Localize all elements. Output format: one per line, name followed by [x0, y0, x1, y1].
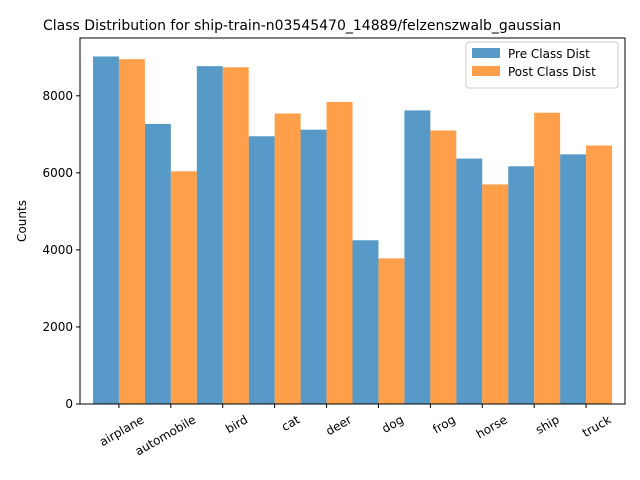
bar-pre-bird: [196, 66, 223, 405]
x-tick-label-ship: ship: [533, 412, 561, 437]
x-tick-label-deer: deer: [323, 412, 354, 438]
bar-pre-cat: [248, 136, 275, 405]
x-tick-label-cat: cat: [279, 412, 302, 434]
bar-pre-ship: [508, 166, 535, 404]
bar-pre-airplane: [92, 56, 119, 405]
plot-frame: [79, 37, 626, 405]
bar-post-frog: [430, 130, 457, 404]
bar-post-bird: [222, 67, 249, 404]
bar-post-airplane: [118, 59, 145, 404]
bar-post-automobile: [170, 171, 197, 404]
bar-pre-truck: [560, 154, 587, 404]
bar-post-truck: [586, 145, 613, 405]
bar-post-cat: [274, 113, 301, 404]
legend-swatch-post: [472, 66, 500, 76]
y-tick-label: 2000: [42, 320, 73, 334]
y-tick-label: 4000: [42, 243, 73, 257]
bars-group: [92, 56, 613, 405]
chart-title: Class Distribution for ship-train-n03545…: [43, 18, 561, 34]
y-axis-label: Counts: [15, 200, 29, 242]
bar-post-ship: [534, 112, 561, 405]
bar-pre-automobile: [144, 123, 171, 404]
bar-post-horse: [482, 184, 509, 404]
legend-swatch-pre: [472, 48, 500, 58]
bar-pre-horse: [456, 158, 483, 404]
x-tick-label-horse: horse: [474, 412, 510, 441]
y-tick-label: 6000: [42, 166, 73, 180]
legend-box: [465, 41, 619, 89]
legend: Pre Class Dist Post Class Dist: [465, 41, 619, 89]
legend-label-pre: Pre Class Dist: [508, 47, 590, 61]
bar-pre-deer: [300, 129, 327, 404]
y-tick-label: 0: [65, 397, 73, 411]
y-tick-label: 8000: [42, 89, 73, 103]
bar-pre-dog: [352, 240, 379, 404]
bar-post-deer: [326, 101, 353, 404]
bar-post-dog: [378, 258, 405, 404]
x-tick-label-bird: bird: [223, 412, 250, 436]
x-tick-label-frog: frog: [430, 412, 458, 436]
legend-label-post: Post Class Dist: [508, 65, 596, 79]
x-tick-label-truck: truck: [580, 412, 614, 440]
x-tick-label-dog: dog: [379, 412, 406, 435]
bar-pre-frog: [404, 110, 431, 405]
y-ticks-group: 0 2000 4000 6000 8000: [42, 89, 80, 411]
